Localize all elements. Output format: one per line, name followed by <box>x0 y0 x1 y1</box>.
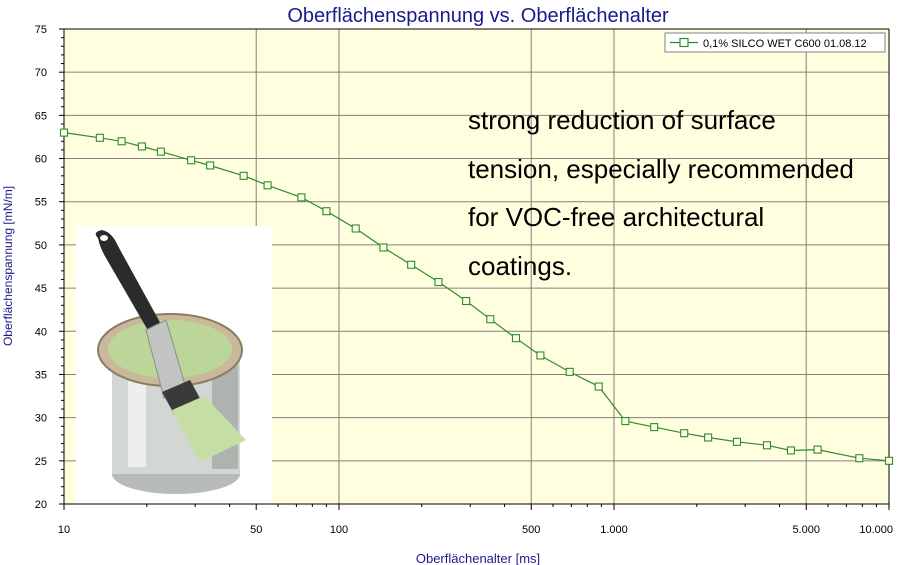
data-point <box>379 243 388 252</box>
y-tick-label: 60 <box>35 154 47 166</box>
data-point <box>187 156 196 165</box>
data-point <box>594 382 603 391</box>
x-tick-label: 10 <box>58 524 70 536</box>
x-tick-label: 10.000 <box>859 524 893 536</box>
data-point <box>813 445 822 454</box>
y-tick-label: 30 <box>35 413 47 425</box>
brush-handle-hole <box>100 235 108 241</box>
x-tick-label: 5.000 <box>792 524 820 536</box>
data-point <box>156 147 165 156</box>
y-tick-label: 70 <box>35 67 47 79</box>
chart-title: Oberflächenspannung vs. Oberflächenalter <box>287 5 669 27</box>
data-point <box>855 454 864 463</box>
x-tick-label: 1.000 <box>600 524 628 536</box>
x-tick-label: 50 <box>250 524 262 536</box>
y-tick-label: 25 <box>35 456 47 468</box>
y-axis-label: Oberflächenspannung [mN/m] <box>1 186 15 346</box>
data-point <box>297 193 306 202</box>
data-point <box>59 128 69 137</box>
data-point <box>434 277 443 287</box>
data-point <box>462 296 471 306</box>
data-point <box>263 181 272 190</box>
brush <box>95 230 246 462</box>
data-point <box>511 334 520 343</box>
data-point <box>565 367 574 376</box>
y-tick-label: 75 <box>35 24 47 36</box>
y-tick-label: 50 <box>35 240 47 252</box>
data-point <box>95 133 104 142</box>
x-tick-label: 500 <box>522 524 540 536</box>
data-point <box>536 351 545 360</box>
data-point <box>621 417 630 426</box>
axes: 20 25 30 35 40 45 50 55 60 65 70 75 10 50 100 500 1.000 5… <box>35 24 893 536</box>
y-tick-label: 45 <box>35 283 47 295</box>
legend-series-label: 0,1% SILCO WET C600 01.08.12 <box>703 38 867 50</box>
legend-box <box>664 32 886 53</box>
y-tick-label: 20 <box>35 499 47 511</box>
data-point <box>762 441 772 450</box>
data-point <box>351 224 360 233</box>
y-tick-label: 35 <box>35 369 47 381</box>
data-point <box>486 315 495 324</box>
series-markers <box>59 128 894 465</box>
legend-swatch-marker <box>679 37 689 48</box>
y-tick-label: 40 <box>35 326 47 338</box>
data-point <box>884 456 894 465</box>
brush-handle <box>95 230 162 334</box>
x-axis-label: Oberflächenalter [ms] <box>416 551 540 565</box>
data-point <box>407 260 416 269</box>
y-tick-label: 65 <box>35 110 47 122</box>
data-point <box>206 161 215 170</box>
data-point <box>650 423 659 432</box>
data-point <box>704 433 713 442</box>
data-point <box>137 142 146 151</box>
legend: 0,1% SILCO WET C600 01.08.12 <box>664 32 886 53</box>
brush-bristles <box>172 396 246 462</box>
data-point <box>239 171 248 180</box>
data-point <box>680 429 689 438</box>
data-point <box>732 437 742 446</box>
y-tick-label: 55 <box>35 197 47 209</box>
data-point <box>786 446 795 455</box>
data-point <box>322 207 331 216</box>
paint-can-illustration <box>76 226 272 512</box>
data-point <box>117 137 126 146</box>
x-tick-label: 100 <box>330 524 348 536</box>
